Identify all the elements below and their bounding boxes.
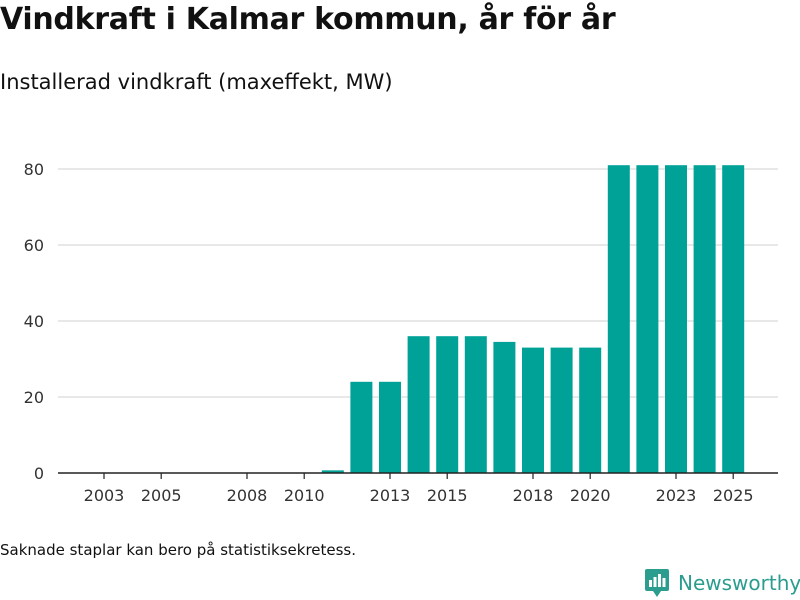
y-tick-label: 40: [24, 312, 44, 331]
bar-2025: [722, 165, 745, 473]
x-tick-label: 2008: [227, 486, 268, 505]
x-tick-label: 2010: [284, 486, 325, 505]
bar-2016: [464, 336, 487, 473]
bar-2012: [350, 381, 373, 473]
bar-2017: [493, 341, 516, 473]
x-tick-label: 2020: [570, 486, 611, 505]
x-tick-label: 2013: [370, 486, 411, 505]
bar-2022: [636, 165, 659, 473]
bar-2014: [407, 336, 430, 473]
bar-2020: [579, 347, 602, 473]
chart-subtitle: Installerad vindkraft (maxeffekt, MW): [0, 70, 393, 94]
x-tick-label: 2025: [713, 486, 754, 505]
x-tick-label: 2023: [656, 486, 697, 505]
newsworthy-icon: [645, 569, 669, 597]
x-axis-ticks: [103, 473, 734, 479]
bar-2021: [607, 165, 630, 473]
x-tick-label: 2015: [427, 486, 468, 505]
bar-2018: [522, 347, 544, 473]
x-tick-label: 2018: [513, 486, 554, 505]
y-tick-label: 60: [24, 236, 44, 255]
bar-2015: [436, 336, 459, 473]
bar-2023: [665, 165, 687, 473]
brand-name: Newsworthy: [678, 571, 800, 595]
bar-2013: [379, 381, 401, 473]
bar-2019: [550, 347, 573, 473]
footnote: Saknade staplar kan bero på statistiksek…: [0, 541, 357, 559]
chart-title: Vindkraft i Kalmar kommun, år för år: [0, 2, 616, 37]
y-tick-label: 20: [24, 388, 44, 407]
bar-2011: [321, 470, 344, 473]
brand-logo[interactable]: Newsworthy: [644, 568, 800, 598]
y-tick-label: 0: [34, 464, 44, 483]
x-axis-labels: 2003 2005 2008 2010 2013 2015 2018 2020 2023 2025: [84, 486, 754, 505]
y-axis-labels: 0 20 40 60 80: [24, 160, 44, 483]
bars: [321, 165, 745, 473]
y-tick-label: 80: [24, 160, 44, 179]
x-tick-label: 2003: [84, 486, 125, 505]
bar-2024: [693, 165, 716, 473]
x-tick-label: 2005: [141, 486, 182, 505]
